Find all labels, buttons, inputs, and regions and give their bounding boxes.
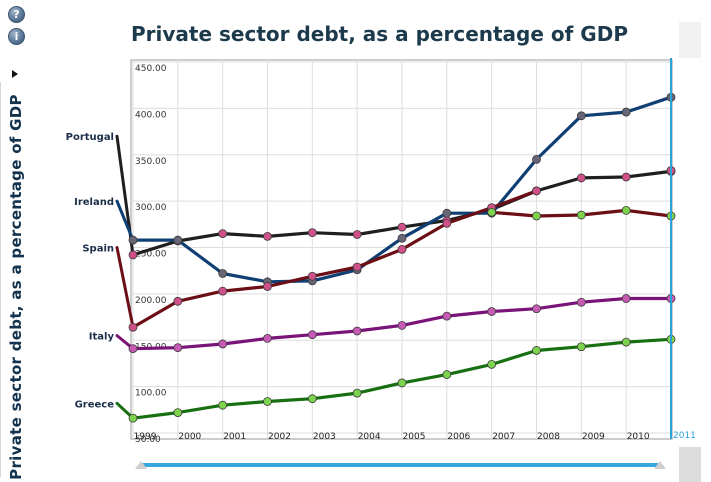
data-point-spain[interactable]: [128, 322, 138, 332]
data-point-italy[interactable]: [532, 304, 541, 314]
y-tick-label: 350.00: [135, 157, 167, 167]
data-point-greece[interactable]: [532, 346, 541, 355]
series-labels: Portugal Ireland Spain Italy Greece: [66, 132, 115, 410]
x-tick-label: 2005: [403, 432, 426, 442]
y-tick-label: 450.00: [135, 64, 167, 74]
data-point-italy[interactable]: [128, 344, 138, 353]
x-tick-label: 2009: [582, 432, 605, 442]
left-divider: [0, 82, 1, 477]
data-point-ireland[interactable]: [576, 111, 586, 121]
data-point-italy[interactable]: [352, 326, 362, 336]
x-tick-label: 2002: [268, 432, 291, 442]
data-point-spain[interactable]: [307, 271, 317, 281]
y-tick-label: 300.00: [135, 203, 167, 213]
data-point-ireland[interactable]: [442, 208, 452, 218]
data-point-spain-recent[interactable]: [621, 205, 631, 215]
data-point-ireland[interactable]: [397, 233, 407, 243]
data-point-spain[interactable]: [532, 186, 541, 196]
data-point-greece[interactable]: [128, 413, 138, 423]
data-point-greece[interactable]: [263, 397, 272, 406]
series-markers: [128, 92, 676, 423]
data-point-spain-recent[interactable]: [576, 210, 586, 220]
current-year-label: 2011: [673, 431, 696, 441]
x-tick-label: 2006: [447, 432, 470, 442]
series-label-spain[interactable]: Spain: [82, 244, 114, 255]
data-point-italy[interactable]: [263, 333, 272, 343]
right-side-panel: [679, 22, 701, 58]
play-icon[interactable]: [12, 70, 18, 78]
x-tick-labels: 1999 2000 2001 2002 2003 2004 2005 2006 2007 2008…: [134, 432, 650, 442]
series-label-ireland[interactable]: Ireland: [74, 197, 114, 208]
data-point-italy[interactable]: [487, 307, 497, 316]
data-point-spain[interactable]: [397, 244, 407, 254]
y-tick-label: 250.00: [135, 250, 167, 260]
chart-title: Private sector debt, as a percentage of …: [131, 22, 628, 46]
help-icon[interactable]: ?: [8, 6, 25, 23]
y-tick-label: 50.00: [135, 435, 161, 445]
data-point-spain-recent[interactable]: [487, 207, 497, 217]
y-tick-label: 100.00: [135, 389, 167, 399]
data-point-portugal[interactable]: [397, 222, 407, 232]
data-point-spain[interactable]: [218, 286, 228, 296]
data-point-italy[interactable]: [621, 294, 631, 303]
data-point-ireland[interactable]: [621, 107, 631, 117]
data-point-ireland[interactable]: [128, 235, 138, 245]
data-point-spain[interactable]: [352, 262, 362, 272]
x-tick-label: 2001: [223, 432, 246, 442]
slider-end-handle[interactable]: [654, 461, 666, 469]
data-point-portugal[interactable]: [218, 229, 228, 238]
series-label-italy[interactable]: Italy: [89, 332, 115, 343]
slider-start-handle[interactable]: [135, 461, 147, 469]
series-leader-spain: [115, 246, 135, 329]
data-point-greece[interactable]: [487, 359, 497, 369]
series-leader-ireland: [115, 199, 135, 242]
data-point-spain[interactable]: [263, 282, 272, 291]
data-point-greece[interactable]: [442, 370, 452, 379]
data-point-portugal[interactable]: [128, 250, 138, 260]
data-point-greece[interactable]: [307, 394, 317, 404]
x-tick-label: 2007: [492, 432, 515, 442]
data-point-ireland[interactable]: [173, 235, 183, 245]
y-tick-label: 400.00: [135, 110, 167, 120]
data-point-greece[interactable]: [218, 400, 228, 410]
x-tick-label: 2003: [313, 432, 336, 442]
data-point-italy[interactable]: [397, 321, 407, 330]
info-icon[interactable]: i: [8, 28, 25, 45]
series-label-portugal[interactable]: Portugal: [66, 132, 114, 143]
data-point-portugal[interactable]: [263, 231, 272, 241]
data-point-portugal[interactable]: [307, 228, 317, 238]
series-label-greece[interactable]: Greece: [75, 399, 115, 410]
data-point-italy[interactable]: [307, 330, 317, 340]
data-point-italy[interactable]: [173, 343, 183, 353]
y-tick-label: 200.00: [135, 296, 167, 306]
data-point-ireland[interactable]: [218, 269, 228, 278]
data-point-italy[interactable]: [576, 297, 586, 307]
data-point-greece[interactable]: [173, 408, 183, 417]
x-tick-label: 1999: [134, 432, 157, 442]
data-point-greece[interactable]: [621, 337, 631, 347]
x-tick-label: 2010: [627, 432, 650, 442]
x-tick-label: 2000: [178, 432, 201, 442]
data-point-spain[interactable]: [442, 218, 452, 228]
data-point-spain[interactable]: [173, 296, 183, 306]
data-point-greece[interactable]: [352, 388, 362, 398]
year-slider-track[interactable]: [140, 463, 662, 467]
data-point-ireland[interactable]: [532, 154, 541, 164]
data-point-greece[interactable]: [397, 378, 407, 388]
data-point-italy[interactable]: [442, 311, 452, 321]
x-tick-label: 2008: [537, 432, 560, 442]
data-point-greece[interactable]: [576, 342, 586, 352]
data-point-spain-recent[interactable]: [532, 211, 541, 221]
data-point-portugal[interactable]: [352, 230, 362, 239]
right-scroll-stub: [679, 447, 701, 482]
data-point-portugal[interactable]: [576, 173, 586, 183]
x-tick-label: 2004: [358, 432, 381, 442]
data-point-italy[interactable]: [218, 339, 228, 349]
data-point-portugal[interactable]: [621, 172, 631, 182]
